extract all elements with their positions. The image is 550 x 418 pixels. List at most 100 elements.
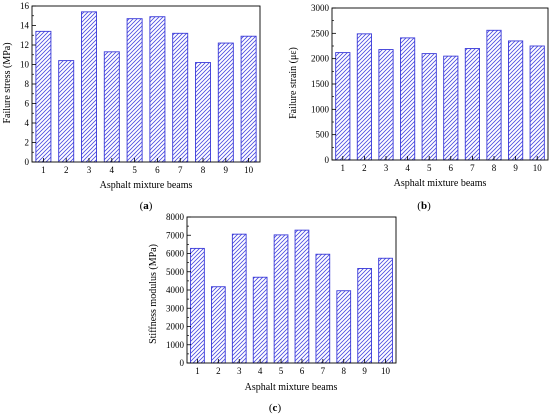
x-tick-label: 9 — [224, 165, 229, 175]
y-tick-label: 12 — [20, 40, 29, 50]
bar-4 — [252, 276, 268, 364]
y-tick-label: 14 — [20, 21, 30, 31]
bar-10 — [378, 257, 393, 364]
bar-series — [35, 11, 257, 163]
bar-7 — [464, 48, 480, 161]
bar-1 — [335, 52, 351, 161]
x-axis-label: Asphalt mixture beams — [394, 178, 487, 189]
x-tick-label: 8 — [492, 163, 497, 173]
bar-3 — [231, 233, 247, 364]
y-tick-label: 6 — [25, 99, 30, 109]
x-tick-label: 7 — [470, 163, 475, 173]
y-ticks: 0 2 4 6 8 10 12 14 16 — [20, 1, 36, 167]
y-tick-label: 8000 — [166, 212, 185, 222]
x-tick-label: 8 — [201, 165, 206, 175]
bar-4 — [103, 51, 120, 163]
x-tick-label: 8 — [342, 366, 347, 376]
y-tick-label: 0 — [325, 155, 330, 165]
chart-panel-b: 0 500 1000 1500 2000 2500 3000 1 2 3 4 5 6 7 8 9 10 Fai… — [288, 3, 549, 212]
x-ticks: 1 2 3 4 5 6 7 8 9 10 — [195, 359, 391, 376]
bar-3 — [81, 11, 97, 163]
x-tick-label: 3 — [87, 165, 92, 175]
y-tick-label: 8 — [25, 79, 30, 89]
x-tick-label: 7 — [178, 165, 183, 175]
panel-label: (b) — [417, 200, 431, 212]
y-axis-label: Failure strain (με) — [288, 47, 299, 119]
bar-6 — [443, 55, 459, 161]
bar-1 — [190, 247, 205, 364]
x-tick-label: 5 — [132, 165, 137, 175]
bar-7 — [172, 32, 189, 163]
bar-8 — [195, 62, 211, 163]
y-ticks: 0 1000 2000 3000 4000 5000 6000 7000 8000 — [166, 212, 191, 368]
x-tick-label: 4 — [258, 366, 263, 376]
bar-8 — [486, 29, 502, 161]
y-tick-label: 6000 — [166, 249, 185, 259]
x-tick-label: 1 — [341, 163, 346, 173]
bar-5 — [273, 234, 289, 364]
x-tick-label: 4 — [110, 165, 115, 175]
y-tick-label: 2500 — [311, 28, 330, 38]
bar-1 — [35, 30, 52, 163]
x-axis-label: Asphalt mixture beams — [245, 382, 338, 393]
y-tick-label: 2000 — [166, 322, 185, 332]
bar-10 — [529, 45, 545, 161]
y-tick-label: 2000 — [311, 54, 330, 64]
x-tick-label: 1 — [41, 165, 46, 175]
x-tick-label: 6 — [155, 165, 160, 175]
panel-label: (a) — [140, 200, 153, 212]
x-ticks: 1 2 3 4 5 6 7 8 9 10 — [341, 156, 543, 173]
x-tick-label: 2 — [64, 165, 69, 175]
y-tick-label: 3000 — [166, 303, 185, 313]
panel-label: (c) — [269, 402, 282, 414]
x-tick-label: 6 — [449, 163, 454, 173]
x-tick-label: 7 — [321, 366, 326, 376]
x-tick-label: 3 — [237, 366, 242, 376]
bar-6 — [149, 16, 166, 163]
bar-9 — [217, 42, 234, 163]
x-tick-label: 1 — [195, 366, 200, 376]
y-tick-label: 4 — [25, 118, 30, 128]
y-tick-label: 1000 — [166, 340, 185, 350]
bar-2 — [356, 33, 372, 161]
x-tick-label: 9 — [362, 366, 367, 376]
bar-10 — [240, 35, 257, 163]
bar-5 — [126, 18, 143, 163]
bar-6 — [294, 229, 310, 364]
y-axis-label: Failure stress (MPa) — [2, 42, 13, 123]
x-ticks: 1 2 3 4 5 6 7 8 9 10 — [41, 158, 254, 175]
y-tick-label: 7000 — [166, 230, 185, 240]
x-tick-label: 9 — [513, 163, 518, 173]
y-tick-label: 10 — [20, 60, 30, 70]
x-tick-label: 10 — [381, 366, 391, 376]
bar-9 — [508, 40, 524, 161]
y-tick-label: 500 — [316, 130, 330, 140]
x-axis-label: Asphalt mixture beams — [100, 180, 193, 191]
x-tick-label: 10 — [533, 163, 543, 173]
x-tick-label: 5 — [427, 163, 432, 173]
y-tick-label: 0 — [180, 358, 185, 368]
bar-2 — [58, 60, 75, 163]
y-tick-label: 4000 — [166, 285, 185, 295]
bar-8 — [336, 290, 352, 364]
x-tick-label: 5 — [279, 366, 284, 376]
y-tick-label: 0 — [25, 157, 30, 167]
x-tick-label: 10 — [244, 165, 254, 175]
bar-5 — [421, 53, 437, 161]
y-tick-label: 1000 — [311, 104, 330, 114]
y-tick-label: 3000 — [311, 3, 330, 13]
x-tick-label: 6 — [300, 366, 305, 376]
y-ticks: 0 500 1000 1500 2000 2500 3000 — [311, 3, 336, 165]
bar-7 — [315, 253, 331, 364]
bar-9 — [357, 268, 372, 364]
bar-series — [335, 29, 545, 161]
y-tick-label: 2 — [25, 138, 30, 148]
y-tick-label: 5000 — [166, 267, 185, 277]
bar-3 — [378, 49, 394, 161]
y-axis-label: Stiffness modulus (MPa) — [148, 244, 159, 344]
x-tick-label: 2 — [216, 366, 221, 376]
x-tick-label: 2 — [362, 163, 367, 173]
x-tick-label: 4 — [405, 163, 410, 173]
bar-series — [190, 229, 393, 364]
y-tick-label: 16 — [20, 1, 30, 11]
